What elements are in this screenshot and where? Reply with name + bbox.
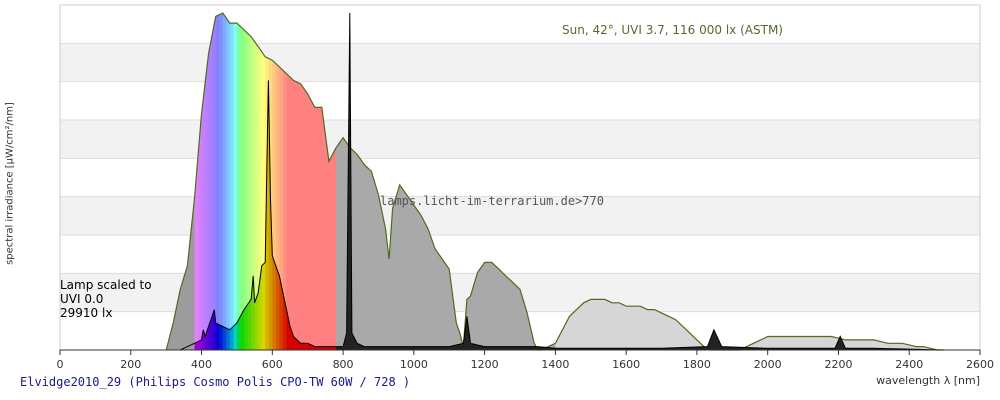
spectrum-band	[304, 13, 309, 350]
spectrum-band	[233, 13, 238, 350]
grid-band	[60, 5, 980, 44]
x-tick-label: 2200	[824, 358, 852, 371]
spectrum-band	[286, 13, 291, 350]
spectrum-band	[282, 13, 288, 350]
spectrum-band	[325, 13, 330, 350]
spectrum-band	[336, 13, 341, 350]
spectrum-band	[332, 13, 337, 350]
spectrum-band	[307, 13, 312, 350]
spectrum-band	[290, 13, 295, 350]
spectrum-band	[293, 13, 298, 350]
x-tick-label: 0	[57, 358, 64, 371]
spectrum-band	[343, 13, 348, 350]
spectrum-band	[371, 13, 376, 350]
grid-band	[60, 43, 980, 82]
spectrum-band	[254, 13, 259, 350]
spectrum-band	[194, 13, 199, 350]
spectrum-band	[219, 13, 224, 350]
spectrum-band	[300, 13, 305, 350]
spectrum-band	[346, 13, 351, 350]
x-axis-label: wavelength λ [nm]	[876, 374, 980, 387]
spectrum-band	[251, 13, 256, 350]
x-tick-label: 200	[120, 358, 141, 371]
x-tick-label: 2600	[966, 358, 994, 371]
watermark-text: lamps.licht-im-terrarium.de>770	[380, 194, 604, 208]
x-tick-label: 1800	[683, 358, 711, 371]
spectrum-band	[364, 13, 369, 350]
x-tick-label: 2400	[895, 358, 923, 371]
spectrum-band	[240, 13, 245, 350]
legend-line-1: Lamp scaled to	[60, 278, 152, 292]
spectrum-band	[360, 13, 365, 350]
spectrum-band	[357, 13, 362, 350]
legend-line-3: 29910 lx	[60, 306, 113, 320]
spectrum-band	[353, 13, 358, 350]
x-tick-label: 1000	[400, 358, 428, 371]
spectrum-band	[339, 13, 344, 350]
spectrum-band	[201, 13, 206, 350]
x-axis: 0 200 400 600 800 1000 1200 1400 1600 1800 2000 220…	[57, 349, 994, 371]
spectrum-band	[321, 13, 326, 350]
chart-title: Elvidge2010_29 (Philips Cosmo Polis CPO-…	[20, 375, 411, 389]
x-tick-label: 2000	[754, 358, 782, 371]
sun-annotation: Sun, 42°, UVI 3.7, 116 000 lx (ASTM)	[562, 23, 783, 37]
spectrum-band	[229, 13, 234, 350]
lamp-spectrum-line	[166, 12, 945, 351]
spectrum-band	[265, 13, 270, 350]
spectrum-band	[272, 13, 277, 350]
x-tick-label: 400	[191, 358, 212, 371]
spectrum-band	[275, 13, 280, 350]
spectrum-band	[318, 13, 323, 350]
spectrum-band	[205, 13, 210, 350]
spectrum-band	[247, 13, 252, 350]
x-tick-label: 800	[333, 358, 354, 371]
spectrum-band	[268, 13, 273, 350]
spectrum-band	[367, 13, 372, 350]
spectrum-band	[279, 13, 284, 350]
spectrum-band	[258, 13, 263, 350]
spectrum-band	[314, 13, 319, 350]
spectrum-band	[208, 13, 213, 350]
spectrum-band	[297, 13, 302, 350]
x-tick-label: 600	[262, 358, 283, 371]
grid-band	[60, 81, 980, 120]
y-axis-label: spectral irradiance [μW/cm²/nm]	[4, 102, 16, 265]
lamp-legend: Lamp scaled to UVI 0.0 29910 lx	[60, 278, 152, 320]
spectrum-band	[212, 13, 217, 350]
spectrum-band	[328, 13, 334, 350]
spectrum-band	[236, 13, 242, 350]
spectrum-band	[198, 13, 203, 350]
spectrum-band	[244, 13, 249, 350]
x-tick-label: 1400	[541, 358, 569, 371]
spectrum-band	[226, 13, 231, 350]
spectrum-band	[215, 13, 220, 350]
legend-line-2: UVI 0.0	[60, 292, 104, 306]
x-tick-label: 1600	[612, 358, 640, 371]
spectrum-band	[350, 13, 355, 350]
x-tick-label: 1200	[471, 358, 499, 371]
spectrum-band	[222, 13, 227, 350]
spectrum-band	[261, 13, 266, 350]
spectrum-band	[311, 13, 316, 350]
